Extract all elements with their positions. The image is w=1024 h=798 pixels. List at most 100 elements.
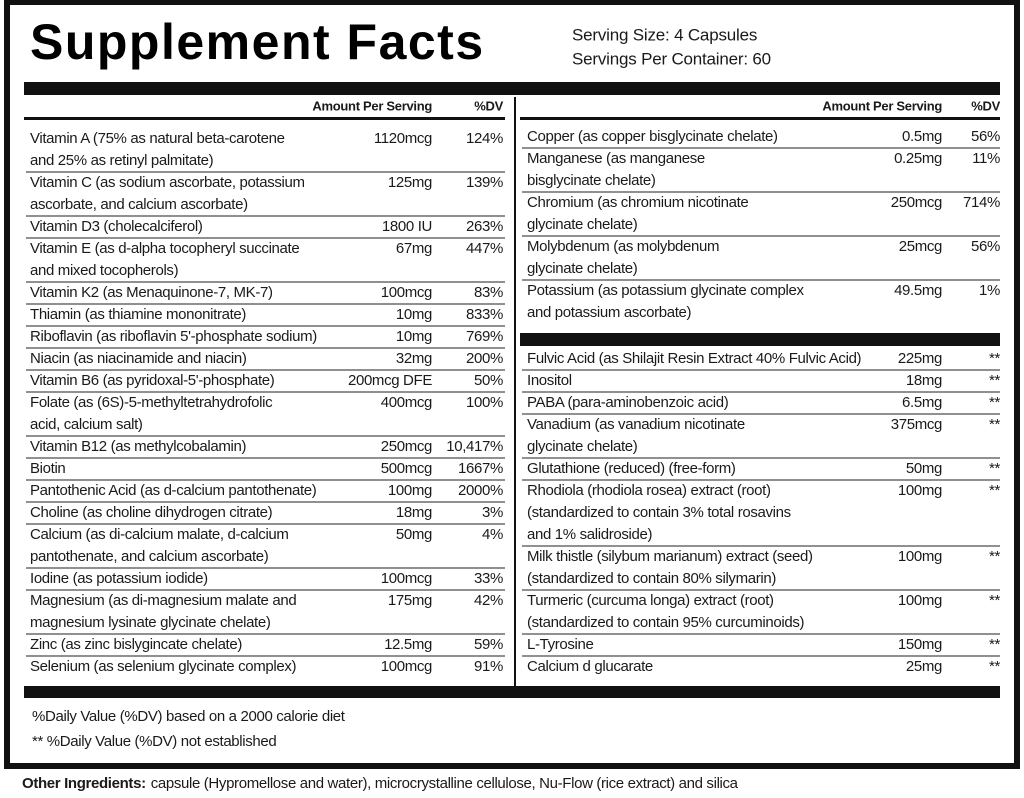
daily-value: 56% (971, 238, 1000, 255)
amount: 100mg (898, 548, 942, 565)
daily-value: 769% (466, 328, 503, 345)
ingredient-name: PABA (para-aminobenzoic acid) (527, 394, 729, 411)
ingredient-name: Choline (as choline dihydrogen citrate) (30, 504, 273, 521)
daily-value: 10,417% (446, 438, 503, 455)
daily-value: ** (989, 482, 1000, 499)
amount: 25mg (906, 658, 942, 675)
ingredient-name: Turmeric (curcuma longa) extract (root) (527, 592, 774, 609)
top-bar (24, 82, 1000, 95)
ingredient-name: (standardized to contain 95% curcuminoid… (527, 614, 804, 631)
amount: 100mg (898, 592, 942, 609)
ingredient-name: glycinate chelate) (527, 260, 638, 277)
ingredient-name: and mixed tocopherols) (30, 262, 179, 279)
daily-value: 1667% (458, 460, 503, 477)
ingredient-name: Vitamin D3 (cholecalciferol) (30, 218, 203, 235)
other-ingredients: Other Ingredients: capsule (Hypromellose … (22, 775, 739, 792)
ingredient-name: Fulvic Acid (as Shilajit Resin Extract 4… (527, 350, 862, 367)
amount: 400mcg (381, 394, 432, 411)
ingredient-name: Vanadium (as vanadium nicotinate (527, 416, 745, 433)
daily-value: 83% (474, 284, 503, 301)
ingredient-name: Calcium (as di-calcium malate, d-calcium (30, 526, 289, 543)
ingredient-name: L-Tyrosine (527, 636, 594, 653)
ingredient-name: Vitamin A (75% as natural beta-carotene (30, 130, 285, 147)
ingredient-name: Molybdenum (as molybdenum (527, 238, 719, 255)
daily-value: 42% (474, 592, 503, 609)
daily-value: 263% (466, 218, 503, 235)
daily-value: 714% (963, 194, 1000, 211)
amount: 225mg (898, 350, 942, 367)
ingredient-name: and potassium ascorbate) (527, 304, 692, 321)
daily-value: 447% (466, 240, 503, 257)
ingredient-name: Vitamin C (as sodium ascorbate, potassiu… (30, 174, 305, 191)
amount: 10mg (396, 328, 432, 345)
amount: 50mg (906, 460, 942, 477)
amount: 100mcg (381, 284, 432, 301)
amount-header: Amount Per Serving (822, 98, 942, 113)
ingredient-name: Vitamin K2 (as Menaquinone-7, MK-7) (30, 284, 273, 301)
section-bar (520, 333, 1000, 346)
serving-size: Serving Size: 4 Capsules (572, 25, 757, 44)
ingredient-name: Chromium (as chromium nicotinate (527, 194, 748, 211)
header-rule (520, 117, 1000, 120)
ingredient-name: glycinate chelate) (527, 216, 638, 233)
amount: 49.5mg (894, 282, 942, 299)
dv-header: %DV (474, 98, 503, 113)
daily-value: 56% (971, 128, 1000, 145)
amount-header: Amount Per Serving (312, 98, 432, 113)
ingredient-name: Inositol (527, 372, 572, 389)
ingredient-name: Vitamin B12 (as methylcobalamin) (30, 438, 246, 455)
daily-value: ** (989, 592, 1000, 609)
ingredient-name: pantothenate, and calcium ascorbate) (30, 548, 269, 565)
amount: 18mg (396, 504, 432, 521)
amount: 0.25mg (894, 150, 942, 167)
ingredient-name: Glutathione (reduced) (free-form) (527, 460, 736, 477)
amount: 200mcg DFE (348, 372, 432, 389)
amount: 100mg (388, 482, 432, 499)
amount: 100mcg (381, 658, 432, 675)
ingredient-name: Milk thistle (silybum marianum) extract … (527, 548, 813, 565)
daily-value: 100% (466, 394, 503, 411)
daily-value: 91% (474, 658, 503, 675)
ingredient-name: and 25% as retinyl palmitate) (30, 152, 214, 169)
daily-value: 50% (474, 372, 503, 389)
daily-value: ** (989, 394, 1000, 411)
amount: 10mg (396, 306, 432, 323)
title: Supplement Facts (30, 14, 485, 70)
daily-value: 124% (466, 130, 503, 147)
ingredient-name: (standardized to contain 3% total rosavi… (527, 504, 791, 521)
ingredient-name: glycinate chelate) (527, 438, 638, 455)
amount: 1120mcg (374, 130, 432, 147)
amount: 67mg (396, 240, 432, 257)
daily-value: 139% (466, 174, 503, 191)
amount: 18mg (906, 372, 942, 389)
daily-value: 33% (474, 570, 503, 587)
ingredient-name: Magnesium (as di-magnesium malate and (30, 592, 296, 609)
ingredient-name: (standardized to contain 80% silymarin) (527, 570, 776, 587)
ingredient-name: Calcium d glucarate (527, 658, 653, 675)
column-divider (514, 97, 516, 687)
other-ingredients-text: capsule (Hypromellose and water), microc… (151, 775, 739, 792)
ingredient-name: Rhodiola (rhodiola rosea) extract (root) (527, 482, 771, 499)
amount: 6.5mg (902, 394, 942, 411)
amount: 50mg (396, 526, 432, 543)
amount: 375mcg (891, 416, 942, 433)
footnote: %Daily Value (%DV) based on a 2000 calor… (32, 708, 346, 725)
daily-value: 3% (482, 504, 503, 521)
amount: 500mcg (381, 460, 432, 477)
amount: 150mg (898, 636, 942, 653)
ingredient-name: magnesium lysinate glycinate chelate) (30, 614, 271, 631)
daily-value: 833% (466, 306, 503, 323)
frame (4, 0, 1020, 769)
amount: 100mg (898, 482, 942, 499)
footnote: ** %Daily Value (%DV) not established (32, 733, 276, 750)
ingredient-name: Pantothenic Acid (as d-calcium pantothen… (30, 482, 317, 499)
ingredient-name: Copper (as copper bisglycinate chelate) (527, 128, 778, 145)
amount: 1800 IU (382, 218, 432, 235)
ingredient-name: Iodine (as potassium iodide) (30, 570, 208, 587)
ingredient-name: Niacin (as niacinamide and niacin) (30, 350, 247, 367)
ingredient-name: Zinc (as zinc bislygincate chelate) (30, 636, 242, 653)
header-rule (24, 117, 505, 120)
daily-value: 11% (972, 150, 1000, 167)
ingredient-name: bisglycinate chelate) (527, 172, 656, 189)
